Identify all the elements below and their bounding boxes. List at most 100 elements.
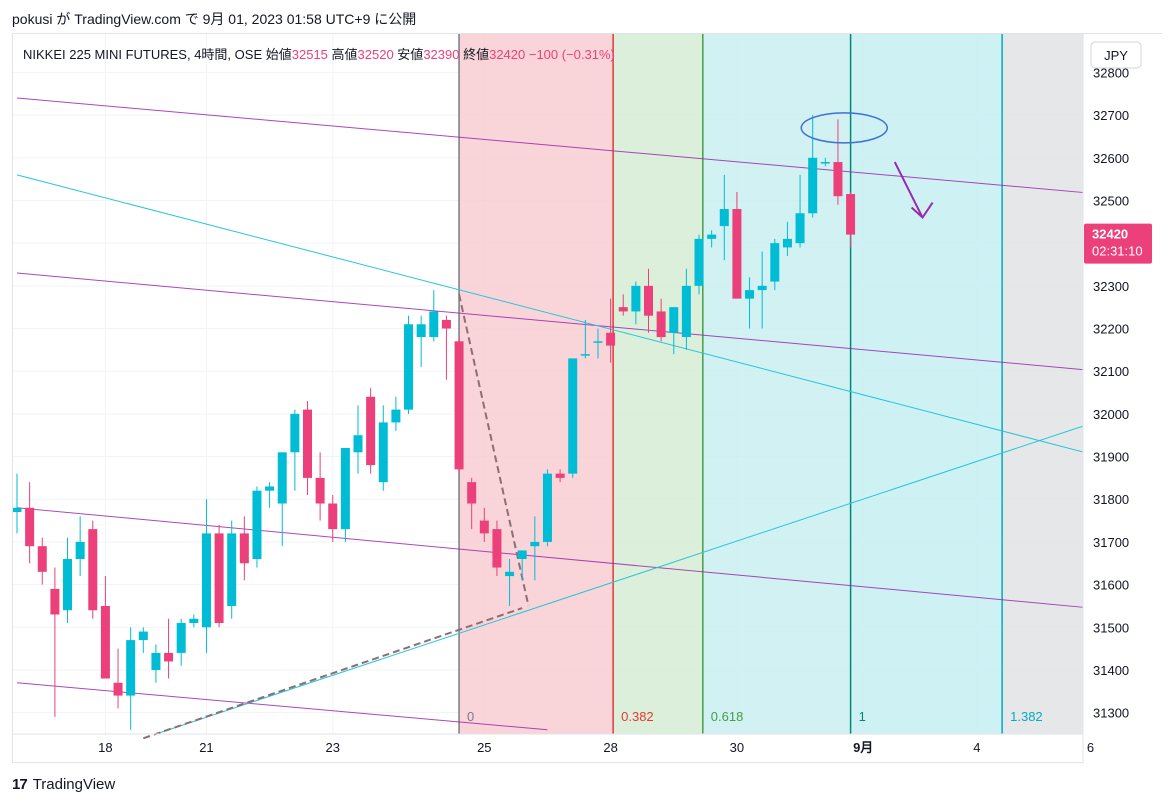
last-price-value: 32420 <box>1092 227 1128 242</box>
dashed-projection-line <box>458 294 530 607</box>
bar-countdown: 02:31:10 <box>1092 244 1143 259</box>
candle-body <box>429 311 439 338</box>
channel-line <box>16 272 1101 372</box>
currency-label: JPY <box>1104 48 1128 63</box>
fib-zone-band <box>459 34 614 734</box>
candle-body <box>265 486 275 491</box>
price-tick-label: 31300 <box>1093 706 1129 721</box>
candle-body <box>555 473 565 478</box>
candle-body <box>694 238 704 286</box>
fib-zone-label: 1.382 <box>1010 709 1043 724</box>
candle-body <box>302 409 312 478</box>
candle-body <box>176 623 186 653</box>
price-tick-label: 32500 <box>1093 193 1129 208</box>
candle-body <box>505 571 515 577</box>
candle-body <box>88 529 98 611</box>
candle-body <box>808 157 818 214</box>
price-tick-label: 31800 <box>1093 492 1129 507</box>
time-tick-label: 6 <box>1087 740 1094 755</box>
dashed-projection-line <box>142 607 523 740</box>
channel-line <box>16 682 548 731</box>
down-arrow-head <box>910 201 934 220</box>
price-tick-label: 32200 <box>1093 322 1129 337</box>
price-tick-label: 32100 <box>1093 364 1129 379</box>
price-tick-label: 31600 <box>1093 578 1129 593</box>
candle-body <box>340 448 350 530</box>
trend-line <box>155 419 1101 735</box>
fib-zone-band <box>702 34 851 734</box>
fib-zone-label: 0 <box>467 709 474 724</box>
legend-low-label: 安値 <box>397 47 423 62</box>
candle-body <box>719 209 729 227</box>
candle-body <box>214 533 224 624</box>
legend-open-value: 32515 <box>292 47 332 62</box>
candle-body <box>732 209 742 299</box>
last-price-tag <box>1084 223 1152 264</box>
footer-brand[interactable]: 17 TradingView <box>12 776 115 793</box>
candle-body <box>479 520 489 534</box>
candle-body <box>366 396 376 466</box>
candle-body <box>795 213 805 244</box>
candle-body <box>63 559 73 611</box>
candle-body <box>820 162 830 164</box>
candle-body <box>164 652 174 662</box>
candle-body <box>290 413 300 453</box>
candle-body <box>151 652 161 670</box>
trend-line <box>16 174 1101 458</box>
channel-line <box>16 507 1101 610</box>
time-tick-label: 18 <box>98 740 112 755</box>
candle-body <box>618 307 628 312</box>
currency-button <box>1090 41 1142 69</box>
candle-body <box>328 503 338 530</box>
candlestick-chart[interactable]: 0 0.382 0.618 1 1.382 31300 31400 31500 31600 317… <box>13 34 1163 764</box>
legend-close-label: 終値 <box>463 47 489 62</box>
legend-symbol: NIKKEI 225 MINI FUTURES, 4時間, OSE <box>23 47 266 62</box>
price-axis-background <box>1083 34 1163 764</box>
candle-body <box>100 605 110 679</box>
fib-zone-band <box>850 34 1003 734</box>
fib-zone-band <box>613 34 703 734</box>
tradingview-brand: TradingView <box>32 776 116 793</box>
candle-body <box>707 234 717 239</box>
candle-body <box>467 482 477 504</box>
candle-body <box>378 422 388 483</box>
candle-body <box>593 341 603 343</box>
price-tick-label: 32300 <box>1093 279 1129 294</box>
candle-body <box>580 354 590 356</box>
candle-body <box>669 307 679 333</box>
channel-line <box>16 97 1101 195</box>
candle-body <box>189 618 199 624</box>
candle-body <box>631 285 641 312</box>
candle-body <box>353 435 363 453</box>
candle-body <box>644 285 653 316</box>
price-tick-label: 32000 <box>1093 407 1129 422</box>
fib-zone-label: 0.618 <box>711 709 744 724</box>
candle-body <box>757 285 767 291</box>
ohlc-legend: NIKKEI 225 MINI FUTURES, 4時間, OSE 始値3251… <box>23 47 615 62</box>
candle-body <box>770 243 780 282</box>
tradingview-logo-icon: 17 <box>12 776 28 793</box>
candle-body <box>201 533 211 628</box>
candle-body <box>227 533 237 606</box>
legend-high-label: 高値 <box>332 47 358 62</box>
candle-body <box>542 473 552 542</box>
candle-body <box>13 507 22 513</box>
publish-header: pokusi が TradingView.com で 9月 01, 2023 0… <box>12 11 417 27</box>
candle-body <box>277 452 287 504</box>
time-tick-label: 25 <box>477 740 491 755</box>
price-tick-label: 31400 <box>1093 663 1129 678</box>
chart-frame[interactable]: 0 0.382 0.618 1 1.382 31300 31400 31500 31600 317… <box>12 33 1163 764</box>
candle-body <box>315 477 325 504</box>
candle-body <box>454 341 464 470</box>
candle-body <box>530 541 540 547</box>
time-tick-label: 30 <box>730 740 744 755</box>
candle-body <box>75 541 85 559</box>
candle-body <box>441 319 451 329</box>
price-tick-label: 32600 <box>1093 151 1129 166</box>
time-tick-label: 21 <box>199 740 213 755</box>
candle-body <box>568 358 578 474</box>
candle-body <box>656 311 666 338</box>
candle-body <box>25 507 35 547</box>
candle-body <box>113 682 123 696</box>
candle-body <box>404 324 414 410</box>
